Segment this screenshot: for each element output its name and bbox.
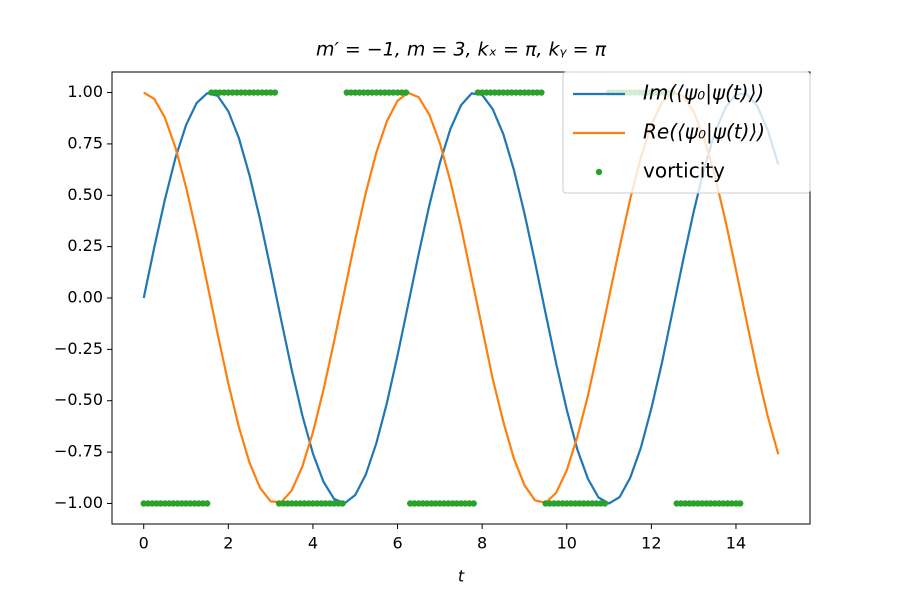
x-tick-label: 12 <box>641 534 661 553</box>
x-tick-label: 10 <box>557 534 577 553</box>
y-tick-label: 0.00 <box>67 288 103 307</box>
legend-label: vorticity <box>643 159 725 183</box>
y-tick-label: 1.00 <box>67 82 103 101</box>
x-tick-label: 2 <box>223 534 233 553</box>
vorticity-point <box>271 89 279 96</box>
x-tick-label: 0 <box>139 534 149 553</box>
y-tick-label: 0.25 <box>67 236 103 255</box>
series-line <box>142 91 780 505</box>
y-tick-label: −0.75 <box>54 442 103 461</box>
vorticity-point <box>339 500 346 507</box>
axes-frame <box>111 71 811 525</box>
x-tick-label: 8 <box>477 534 487 553</box>
x-tick-label: 4 <box>308 534 318 553</box>
series-layer <box>140 89 780 507</box>
x-axis-label: t <box>458 567 465 586</box>
y-tick-label: 0.75 <box>67 133 103 152</box>
vorticity-point <box>203 500 211 507</box>
legend-swatch <box>595 168 603 176</box>
y-tick-label: 0.50 <box>67 185 103 204</box>
chart-title: m′ = −1, m = 3, kₓ = π, kᵧ = π <box>316 39 607 61</box>
y-tick-label: −0.50 <box>54 390 103 409</box>
vorticity-point <box>737 500 744 507</box>
vorticity-point <box>402 89 410 96</box>
legend-label: Re(⟨ψ₀|ψ(t)⟩) <box>643 120 765 144</box>
vorticity-point <box>470 500 477 507</box>
y-tick-label: −0.25 <box>54 339 103 358</box>
legend-label: Im(⟨ψ₀|ψ(t)⟩) <box>643 81 764 105</box>
vorticity-point <box>601 500 609 507</box>
x-tick-label: 6 <box>392 534 402 553</box>
vorticity-point <box>538 89 545 96</box>
legend-box <box>562 71 811 194</box>
y-tick-label: −1.00 <box>54 493 103 512</box>
x-tick-label: 14 <box>726 534 746 553</box>
